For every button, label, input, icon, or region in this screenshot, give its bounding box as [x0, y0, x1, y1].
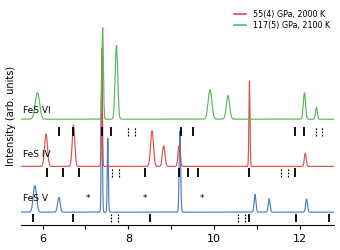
Text: *: * [200, 194, 204, 203]
Y-axis label: Intensity (arb. units): Intensity (arb. units) [5, 66, 16, 166]
Text: *: * [142, 194, 147, 203]
Text: FeS VI: FeS VI [23, 106, 51, 115]
Text: *: * [85, 194, 90, 203]
Text: FeS IV: FeS IV [23, 150, 51, 159]
Legend: 55(4) GPa, 2000 K, 117(5) GPa, 2100 K: 55(4) GPa, 2000 K, 117(5) GPa, 2100 K [231, 7, 333, 33]
Text: FeS V: FeS V [23, 194, 48, 203]
